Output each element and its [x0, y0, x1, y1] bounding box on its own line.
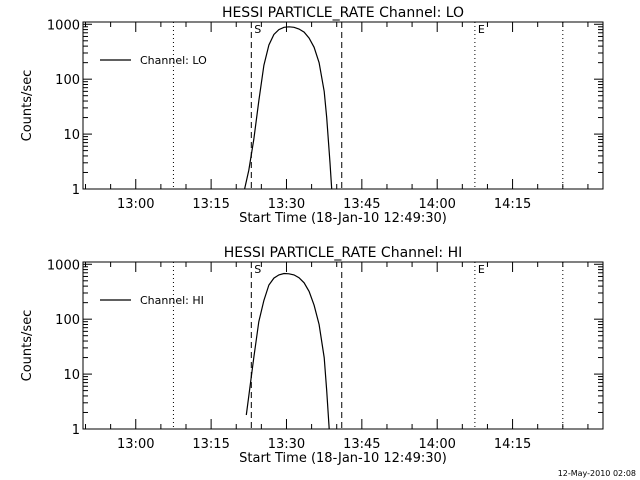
legend-entry: Channel: HI — [140, 294, 204, 307]
y-tick-label: 1000 — [47, 18, 80, 33]
y-tick-label: 1 — [72, 423, 80, 438]
x-axis-label: Start Time (18-Jan-10 12:49:30) — [239, 211, 447, 226]
x-tick-label: 13:45 — [343, 197, 380, 212]
chart-panel-1: HESSI PARTICLE_RATE Channel: LO 13:00 13:1… — [20, 5, 604, 226]
x-tick-label: 13:15 — [192, 197, 229, 212]
y-tick-label: 1000 — [47, 258, 80, 273]
x-tick-label: 13:30 — [268, 437, 305, 452]
chart-title: HESSI PARTICLE_RATE Channel: HI — [224, 245, 462, 261]
y-tick-label: 10 — [63, 368, 80, 383]
x-tick-label: 13:00 — [117, 437, 154, 452]
x-tick-label: 13:15 — [192, 437, 229, 452]
x-tick-label: 14:15 — [494, 437, 531, 452]
y-tick-label: 10 — [63, 128, 80, 143]
plot-frame — [82, 21, 604, 190]
marker-label: E — [478, 263, 485, 276]
footer-date: 12-May-2010 02:08 — [557, 469, 636, 478]
series-line — [245, 272, 330, 430]
y-tick-label: 100 — [55, 73, 80, 88]
y-axis-label: Counts/sec — [20, 70, 35, 142]
series-line — [244, 26, 333, 190]
x-axis-label: Start Time (18-Jan-10 12:49:30) — [239, 451, 447, 466]
plot-frame — [82, 261, 604, 430]
x-tick-label: 14:00 — [418, 197, 455, 212]
marker-label: S — [254, 23, 261, 36]
x-tick-label: 14:15 — [494, 197, 531, 212]
chart-panel-2: HESSI PARTICLE_RATE Channel: HI 13:00 13:1… — [20, 245, 604, 466]
marker-label: E — [478, 23, 485, 36]
y-axis-label: Counts/sec — [20, 310, 35, 382]
y-tick-label: 100 — [55, 313, 80, 328]
x-tick-label: 13:30 — [268, 197, 305, 212]
y-tick-label: 1 — [72, 183, 80, 198]
x-tick-label: 14:00 — [418, 437, 455, 452]
chart-title: HESSI PARTICLE_RATE Channel: LO — [222, 5, 464, 21]
x-tick-label: 13:00 — [117, 197, 154, 212]
x-tick-label: 13:45 — [343, 437, 380, 452]
marker-label: S — [254, 263, 261, 276]
legend-entry: Channel: LO — [140, 54, 207, 67]
